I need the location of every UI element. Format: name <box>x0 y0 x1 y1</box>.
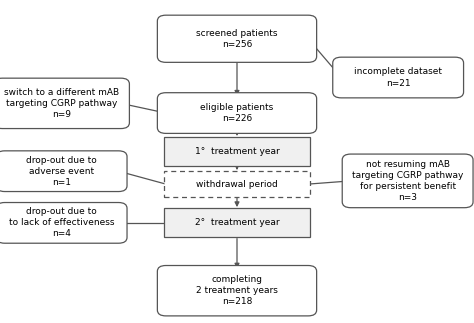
FancyBboxPatch shape <box>164 137 310 166</box>
FancyBboxPatch shape <box>0 78 129 129</box>
FancyBboxPatch shape <box>0 151 127 192</box>
Text: switch to a different mAB
targeting CGRP pathway
n=9: switch to a different mAB targeting CGRP… <box>4 88 119 119</box>
Text: incomplete dataset
n=21: incomplete dataset n=21 <box>354 68 442 88</box>
FancyBboxPatch shape <box>157 266 317 316</box>
Text: eligible patients
n=226: eligible patients n=226 <box>201 103 273 123</box>
FancyBboxPatch shape <box>157 93 317 133</box>
Text: withdrawal period: withdrawal period <box>196 180 278 189</box>
Text: completing
2 treatment years
n=218: completing 2 treatment years n=218 <box>196 275 278 306</box>
FancyBboxPatch shape <box>164 137 310 167</box>
FancyBboxPatch shape <box>164 171 310 197</box>
Text: screened patients
n=256: screened patients n=256 <box>196 29 278 49</box>
Text: drop-out due to
to lack of effectiveness
n=4: drop-out due to to lack of effectiveness… <box>9 207 114 238</box>
Text: not resuming mAB
targeting CGRP pathway
for persistent benefit
n=3: not resuming mAB targeting CGRP pathway … <box>352 160 463 202</box>
FancyBboxPatch shape <box>157 15 317 62</box>
FancyBboxPatch shape <box>342 154 473 208</box>
FancyBboxPatch shape <box>164 208 310 237</box>
Text: drop-out due to
adverse event
n=1: drop-out due to adverse event n=1 <box>26 156 97 187</box>
FancyBboxPatch shape <box>333 57 464 98</box>
Text: 2°  treatment year: 2° treatment year <box>195 218 279 227</box>
Text: 1°  treatment year: 1° treatment year <box>195 147 279 156</box>
FancyBboxPatch shape <box>0 203 127 243</box>
FancyBboxPatch shape <box>164 208 310 238</box>
